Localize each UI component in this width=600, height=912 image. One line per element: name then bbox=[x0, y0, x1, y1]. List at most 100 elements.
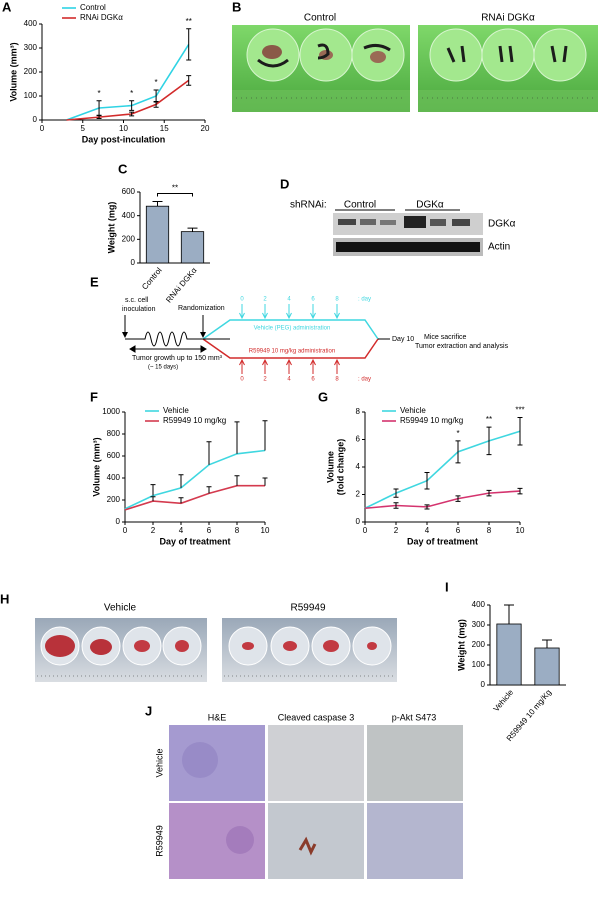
y-tick-label: 100 bbox=[24, 91, 38, 100]
schema-label: Tumor extraction and analysis bbox=[415, 343, 509, 350]
legend-label: Vehicle bbox=[163, 406, 189, 415]
y-tick-label: 400 bbox=[107, 473, 121, 482]
y-axis-label: Volume (mm³) bbox=[91, 437, 101, 496]
schema-arrow bbox=[262, 358, 268, 374]
error-bar bbox=[517, 417, 523, 446]
schema-label: Randomization bbox=[178, 305, 225, 312]
panel-label: F bbox=[90, 389, 98, 404]
blot-label: DGKα bbox=[488, 219, 516, 230]
blot bbox=[333, 213, 483, 256]
line-series bbox=[124, 484, 265, 511]
error-bar bbox=[206, 486, 212, 494]
error-bar bbox=[152, 200, 163, 207]
schema-arrow bbox=[334, 304, 340, 320]
schema-day: 2 bbox=[263, 297, 267, 303]
legend-label: RNAi DGKα bbox=[80, 13, 123, 22]
error-bar bbox=[393, 502, 399, 509]
panel-label: A bbox=[2, 0, 12, 14]
column-label: H&E bbox=[208, 712, 227, 722]
row-label: Vehicle bbox=[154, 748, 164, 777]
y-tick-label: 600 bbox=[122, 187, 136, 196]
y-tick-label: 600 bbox=[107, 451, 121, 460]
y-tick-label: 200 bbox=[472, 640, 486, 649]
error-bar bbox=[129, 111, 135, 117]
error-bar bbox=[150, 484, 156, 496]
panel-label: B bbox=[232, 0, 241, 14]
y-tick-label: 300 bbox=[472, 620, 486, 629]
y-tick-label: 800 bbox=[107, 429, 121, 438]
line-series bbox=[124, 449, 266, 510]
y-axis-label: Weight (mg) bbox=[106, 202, 116, 254]
error-bar bbox=[424, 504, 430, 510]
y-tick-label: 0 bbox=[131, 258, 136, 267]
schema-day: 6 bbox=[311, 297, 315, 303]
significance: ** bbox=[186, 17, 192, 26]
error-bar bbox=[517, 487, 523, 495]
row-label: R59949 bbox=[154, 825, 164, 857]
bar bbox=[496, 623, 522, 686]
error-bar bbox=[186, 75, 192, 86]
schema-label: : day bbox=[358, 377, 371, 383]
x-tick-label: 5 bbox=[81, 124, 86, 133]
significance-bracket bbox=[157, 192, 193, 197]
y-tick-label: 400 bbox=[24, 19, 38, 28]
panel-label: G bbox=[318, 389, 328, 404]
legend-label: Vehicle bbox=[400, 406, 426, 415]
error-bar bbox=[178, 474, 184, 488]
y-tick-label: 2 bbox=[356, 490, 361, 499]
y-tick-label: 400 bbox=[122, 211, 136, 220]
schema-day: 4 bbox=[287, 377, 291, 383]
y-tick-label: 200 bbox=[122, 234, 136, 243]
line-series bbox=[66, 43, 190, 121]
error-bar bbox=[187, 227, 198, 232]
x-tick-label: 0 bbox=[40, 124, 45, 133]
panel-label: E bbox=[90, 274, 99, 289]
bar bbox=[180, 231, 205, 264]
schema-label: Mice sacrifice bbox=[424, 334, 467, 341]
schema-day: 8 bbox=[335, 377, 339, 383]
schema-arrow bbox=[239, 358, 245, 374]
blot-label: Actin bbox=[488, 242, 510, 253]
blot-label: Control bbox=[344, 200, 376, 211]
legend-label: R59949 10 mg/kg bbox=[163, 416, 226, 425]
x-tick-label: 15 bbox=[160, 124, 169, 133]
photo bbox=[35, 618, 397, 682]
y-tick-label: 1000 bbox=[102, 407, 120, 416]
schema-arrow bbox=[286, 304, 292, 320]
error-bar bbox=[455, 495, 461, 502]
column-label: Cleaved caspase 3 bbox=[278, 712, 355, 722]
x-tick-label: 2 bbox=[394, 526, 399, 535]
schema-arrow bbox=[310, 304, 316, 320]
x-tick-label: 10 bbox=[261, 526, 270, 535]
legend-label: R59949 10 mg/kg bbox=[400, 416, 463, 425]
schema-day: 6 bbox=[311, 377, 315, 383]
line-series bbox=[364, 430, 521, 509]
y-tick-label: 200 bbox=[24, 67, 38, 76]
panel-label: H bbox=[0, 591, 9, 606]
schema-day: 0 bbox=[240, 297, 244, 303]
error-bar bbox=[262, 477, 268, 486]
y-tick-label: 400 bbox=[472, 600, 486, 609]
x-tick-label: RNAi DGKα bbox=[164, 266, 199, 305]
significance: *** bbox=[515, 406, 524, 415]
significance: ** bbox=[486, 415, 492, 424]
photo-label: Vehicle bbox=[104, 603, 137, 614]
schema-arrow bbox=[262, 304, 268, 320]
significance: * bbox=[97, 89, 100, 98]
error-bar bbox=[178, 497, 184, 504]
y-axis-label: (fold change) bbox=[335, 439, 345, 496]
x-tick-label: Control bbox=[140, 266, 164, 292]
line-series bbox=[364, 490, 521, 510]
schema-label: Vehicle (PEG) administration bbox=[254, 326, 331, 332]
x-tick-label: 4 bbox=[425, 526, 430, 535]
x-tick-label: 8 bbox=[487, 526, 492, 535]
error-bar bbox=[262, 420, 268, 451]
x-axis-label: Day of treatment bbox=[407, 536, 478, 546]
schema-arrow bbox=[310, 358, 316, 374]
error-bar bbox=[504, 604, 514, 624]
error-bar bbox=[96, 115, 102, 120]
schema-day: 8 bbox=[335, 297, 339, 303]
x-axis-label: Day of treatment bbox=[159, 536, 230, 546]
error-bar bbox=[206, 441, 212, 465]
